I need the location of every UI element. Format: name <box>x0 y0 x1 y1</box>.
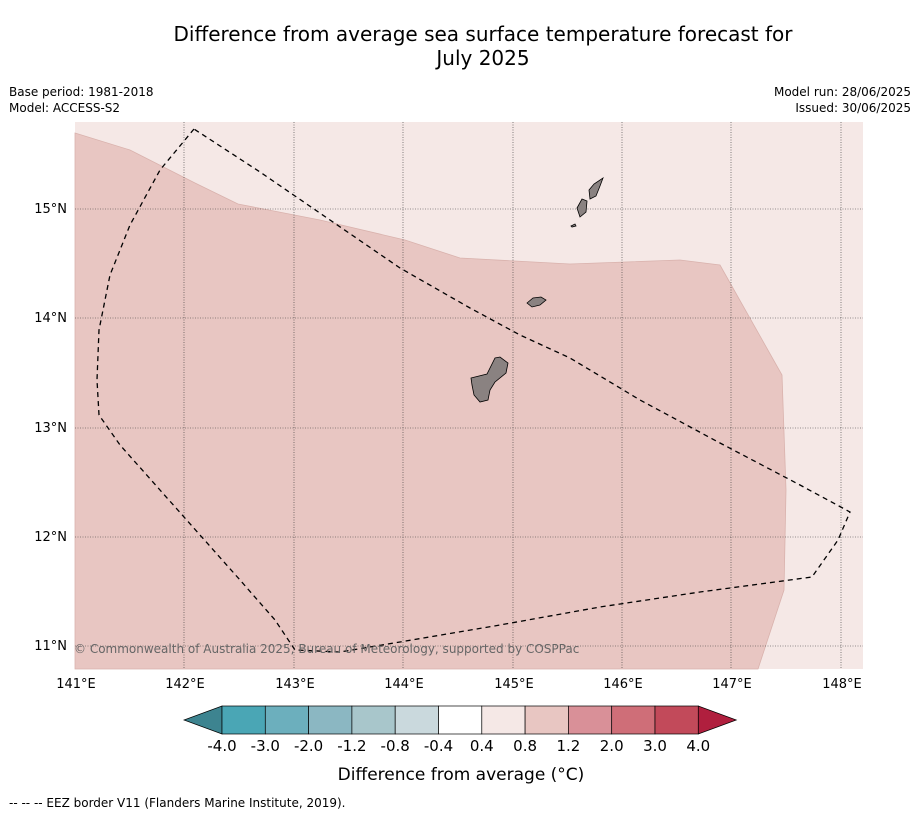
eez-footnote: -- -- -- EEZ border V11 (Flanders Marine… <box>9 796 346 810</box>
title-line-2: July 2025 <box>436 46 530 70</box>
lat-label: 12°N <box>34 530 67 545</box>
lat-label: 11°N <box>34 639 67 654</box>
lon-label: 146°E <box>603 677 643 692</box>
copyright-notice: © Commonwealth of Australia 2025, Bureau… <box>74 642 579 656</box>
eez-border <box>96 128 851 653</box>
colorbar-segment <box>264 705 309 735</box>
island-rota <box>526 296 547 308</box>
run-info: Model run: 28/06/2025 Issued: 30/06/2025 <box>774 84 911 116</box>
colorbar-segment <box>611 705 656 735</box>
colorbar-segment <box>308 705 353 735</box>
colorbar-extend-high <box>697 705 738 735</box>
colorbar-segment <box>568 705 613 735</box>
longitude-labels: 141°E 142°E 143°E 144°E 145°E 146°E 147°… <box>56 677 862 692</box>
lat-label: 15°N <box>34 202 67 217</box>
colorbar-tick-label: -0.4 <box>424 737 453 755</box>
model-info: Base period: 1981-2018 Model: ACCESS-S2 <box>9 84 154 116</box>
lon-label: 147°E <box>712 677 752 692</box>
colorbar-tick-label: 0.8 <box>513 737 537 755</box>
colorbar-tick-label: 3.0 <box>643 737 667 755</box>
colorbar-segment <box>654 705 699 735</box>
gridlines <box>75 122 863 669</box>
colorbar-tick-label: 4.0 <box>686 737 710 755</box>
colorbar-tick-label: 0.4 <box>470 737 494 755</box>
colorbar-tick-label: -4.0 <box>207 737 236 755</box>
colorbar-segment <box>481 705 526 735</box>
lon-label: 141°E <box>56 677 96 692</box>
lon-label: 145°E <box>494 677 534 692</box>
islands <box>470 176 604 403</box>
lon-label: 143°E <box>275 677 315 692</box>
lon-label: 148°E <box>822 677 862 692</box>
issued-date: Issued: 30/06/2025 <box>795 101 911 115</box>
lat-label: 14°N <box>34 311 67 326</box>
colorbar-segment <box>394 705 439 735</box>
colorbar-segment <box>351 705 396 735</box>
colorbar-segment <box>524 705 569 735</box>
colorbar-tick-label: -1.2 <box>337 737 366 755</box>
model-name: Model: ACCESS-S2 <box>9 101 121 115</box>
colorbar-title: Difference from average (°C) <box>338 765 585 785</box>
colorbar-tick-label: -2.0 <box>294 737 323 755</box>
latitude-labels: 15°N 14°N 13°N 12°N 11°N <box>34 202 67 654</box>
chart-title: Difference from average sea surface temp… <box>0 22 919 70</box>
base-period: Base period: 1981-2018 <box>9 85 154 99</box>
colorbar-segment <box>438 705 483 735</box>
colorbar: -4.0 -3.0 -2.0 -1.2 -0.8 -0.4 0.4 0.8 1.2 2.0 3.0 4… <box>182 705 738 755</box>
island-tinian <box>576 198 588 218</box>
lon-label: 142°E <box>165 677 205 692</box>
lat-label: 13°N <box>34 421 67 436</box>
colorbar-tick-label: -3.0 <box>251 737 280 755</box>
colorbar-tick-label: 1.2 <box>556 737 580 755</box>
title-line-1: Difference from average sea surface temp… <box>173 22 793 46</box>
island-aguijan <box>570 223 577 228</box>
island-guam <box>470 356 509 403</box>
lon-label: 144°E <box>384 677 424 692</box>
anomaly-region-moderate <box>74 132 787 670</box>
island-saipan <box>588 176 604 200</box>
colorbar-tick-label: -0.8 <box>381 737 410 755</box>
colorbar-segment <box>221 705 266 735</box>
model-run: Model run: 28/06/2025 <box>773 85 911 99</box>
colorbar-extend-low <box>182 705 223 735</box>
colorbar-tick-label: 2.0 <box>600 737 624 755</box>
